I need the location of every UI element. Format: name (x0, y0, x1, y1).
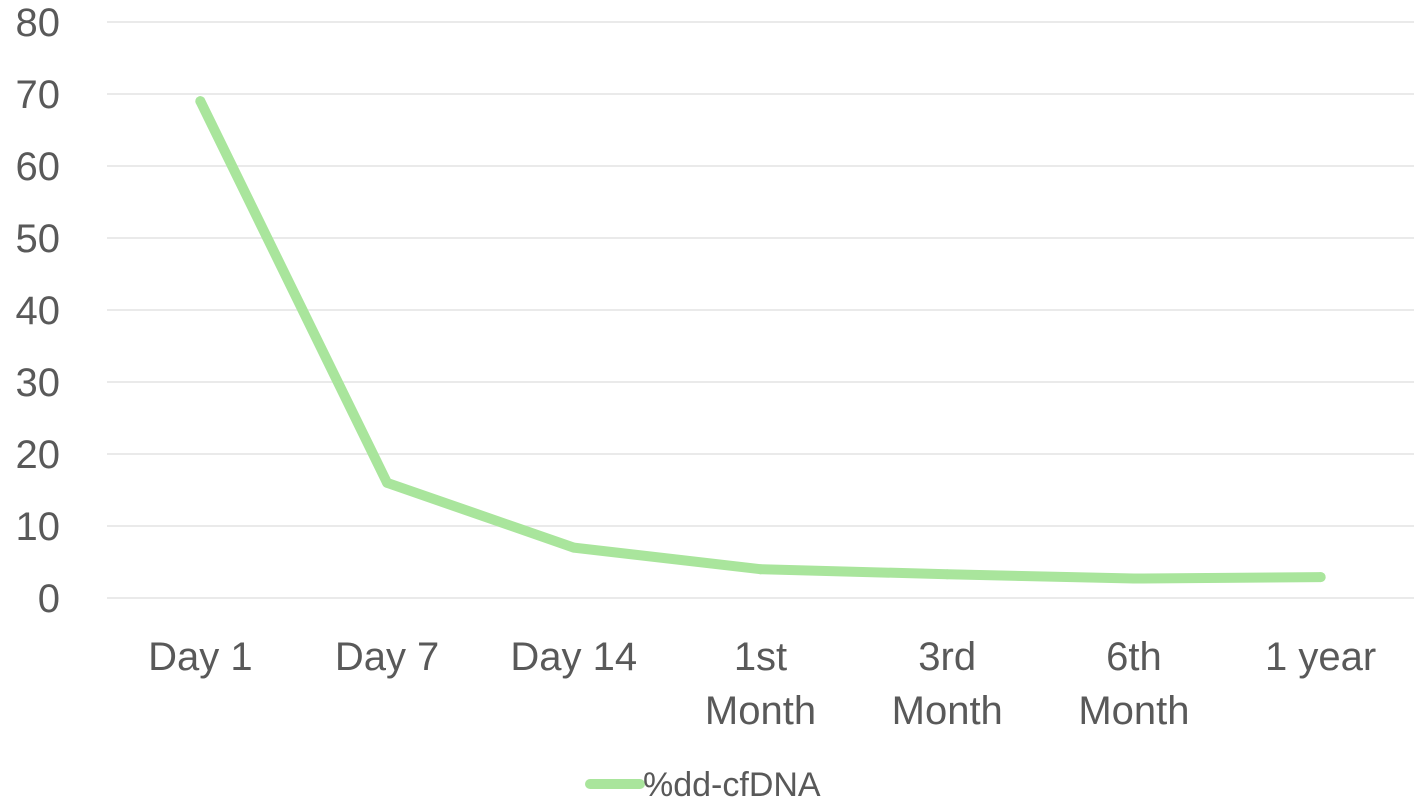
y-tick-label: 60 (16, 145, 61, 189)
gridlines (107, 21, 1414, 599)
y-tick-label: 70 (16, 73, 61, 117)
x-tick-label: 3rd Month (892, 635, 1003, 733)
x-tick-label: Day 7 (335, 635, 440, 679)
data-point (568, 542, 579, 553)
data-point (382, 477, 393, 488)
x-tick-label: Day 14 (510, 635, 637, 679)
y-tick-label: 10 (16, 505, 61, 549)
data-point (942, 569, 953, 580)
y-tick-label: 40 (16, 289, 61, 333)
data-point (1315, 572, 1326, 583)
y-tick-label: 30 (16, 361, 61, 405)
data-point (755, 564, 766, 575)
y-tick-label: 0 (38, 577, 60, 621)
y-tick-label: 50 (16, 217, 61, 261)
x-tick-label: Day 1 (148, 635, 253, 679)
x-axis-ticks: Day 1 Day 7 Day 14 1st Month 3rd Month 6th Month… (148, 635, 1376, 733)
y-axis-ticks: 0 10 20 30 40 50 60 70 80 (16, 1, 61, 621)
x-tick-label: 1st Month (705, 635, 816, 733)
series-line-dd-cfdna (195, 96, 1326, 584)
y-tick-label: 20 (16, 433, 61, 477)
data-point (1128, 573, 1139, 584)
legend-label-dd-cfdna: %dd-cfDNA (643, 766, 821, 804)
series-layer (195, 96, 1326, 584)
x-tick-label: 6th Month (1078, 635, 1189, 733)
y-tick-label: 80 (16, 1, 61, 45)
legend: %dd-cfDNA (585, 766, 821, 804)
x-tick-label: 1 year (1265, 635, 1376, 679)
data-point (195, 96, 206, 107)
